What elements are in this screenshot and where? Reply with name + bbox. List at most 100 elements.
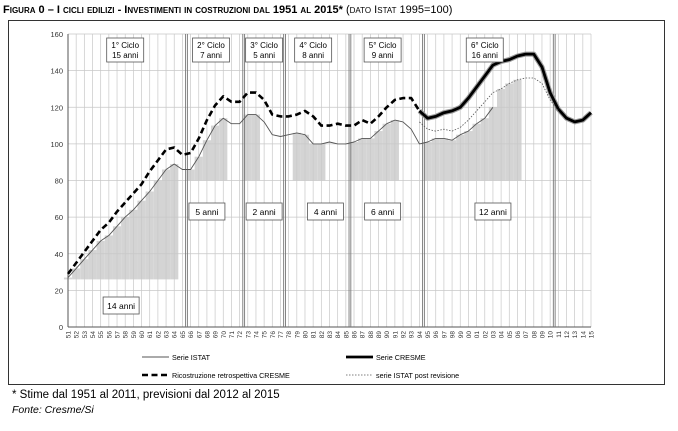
phase-box [307,202,344,221]
legend-label: Serie ISTAT [172,353,211,362]
x-tick-label: 02 [482,331,489,339]
x-tick-label: 08 [531,331,538,339]
x-tick-label: 13 [572,331,579,339]
x-tick-label: 95 [425,331,432,339]
x-tick-label: 05 [507,331,514,339]
x-tick-label: 12 [564,331,571,339]
x-tick-label: 80 [302,331,309,339]
x-tick-label: 93 [409,331,416,339]
cycle-label: 3° Ciclo [250,41,278,50]
figure-title-main: Figura 0 – I cicli edilizi - Investiment… [3,4,343,16]
footnote: * Stime dal 1951 al 2011, previsioni dal… [12,389,280,401]
x-tick-label: 68 [204,331,211,339]
x-tick-label: 04 [499,331,506,339]
x-tick-label: 76 [270,331,277,339]
x-tick-label: 86 [352,331,359,339]
cycle-box [106,37,145,63]
x-tick-label: 63 [164,331,171,339]
y-tick-label: 120 [50,103,63,112]
cycle-duration: 16 anni [472,51,498,60]
cycle-label: 5° Ciclo [369,41,397,50]
x-tick-label: 56 [106,331,113,339]
x-tick-label: 84 [335,331,342,339]
cycle-duration: 9 anni [372,51,394,60]
legend-label: Ricostruzione retrospettiva CRESME [172,371,290,380]
source-note: Fonte: Cresme/Si [12,404,94,416]
x-tick-label: 89 [376,331,383,339]
x-tick-label: 81 [311,331,318,339]
cycle-box [294,37,333,63]
cycle-box [465,37,504,63]
x-tick-label: 51 [66,331,73,339]
cycle-box [245,37,284,63]
phase-label: 2 anni [253,207,276,217]
phase-label: 12 anni [479,207,507,217]
cycle-duration: 7 anni [200,51,222,60]
legend-label: Serie CRESME [376,353,426,362]
x-tick-label: 52 [74,331,81,339]
series-line-serie-cresme [418,52,592,124]
x-tick-label: 07 [523,331,530,339]
x-tick-label: 85 [343,331,350,339]
y-tick-label: 100 [50,140,63,149]
x-tick-label: 01 [474,331,481,339]
x-tick-label: 96 [433,331,440,339]
y-tick-label: 40 [55,250,63,259]
x-tick-label: 87 [360,331,367,339]
chart-frame [8,20,665,385]
x-tick-label: 64 [172,331,179,339]
phase-box [474,202,512,221]
cycle-label: 4° Ciclo [299,41,327,50]
x-tick-label: 69 [213,331,220,339]
cycle-box [192,37,230,63]
series-line-serie-istat [67,107,494,278]
phase-box [245,202,283,221]
x-tick-label: 66 [188,331,195,339]
phase-box [188,202,226,221]
series-line-serie-istat-post-revisione [419,77,559,132]
x-tick-label: 94 [417,331,424,339]
y-tick-label: 60 [55,213,63,222]
phase-label: 5 anni [195,207,218,217]
x-tick-label: 03 [490,331,497,339]
cycle-box [363,37,402,63]
x-tick-label: 88 [368,331,375,339]
y-tick-label: 80 [55,177,63,186]
x-tick-label: 11 [556,331,563,338]
figure-title-paren: (dato Istat 1995=100) [345,4,453,16]
x-tick-label: 82 [319,331,326,339]
x-tick-label: 06 [515,331,522,339]
x-tick-label: 65 [180,331,187,339]
x-tick-label: 92 [401,331,408,339]
y-tick-label: 0 [59,323,63,332]
phase-label: 14 anni [107,301,135,311]
x-tick-label: 73 [245,331,252,339]
x-tick-label: 58 [123,331,130,339]
x-tick-label: 53 [82,331,89,339]
x-tick-label: 71 [229,331,236,339]
y-tick-label: 140 [50,67,63,76]
x-tick-label: 78 [286,331,293,339]
x-tick-label: 79 [294,331,301,339]
cycle-duration: 5 anni [253,51,275,60]
x-tick-label: 60 [139,331,146,339]
x-tick-label: 91 [392,331,399,339]
x-tick-label: 99 [458,331,465,339]
x-tick-label: 72 [237,331,244,339]
x-tick-label: 00 [466,331,473,339]
x-tick-label: 75 [262,331,269,339]
x-tick-label: 15 [589,331,596,339]
x-tick-label: 54 [90,331,97,339]
x-tick-label: 98 [450,331,457,339]
x-tick-label: 97 [441,331,448,339]
x-tick-label: 14 [580,331,587,339]
x-tick-label: 67 [196,331,203,339]
x-tick-label: 59 [131,331,138,339]
legend-label: serie ISTAT post revisione [376,371,459,380]
x-tick-label: 62 [155,331,162,339]
x-tick-label: 55 [98,331,105,339]
y-tick-label: 160 [50,30,63,39]
x-tick-label: 61 [147,331,154,339]
phase-box [364,202,402,221]
y-tick-label: 20 [55,286,63,295]
